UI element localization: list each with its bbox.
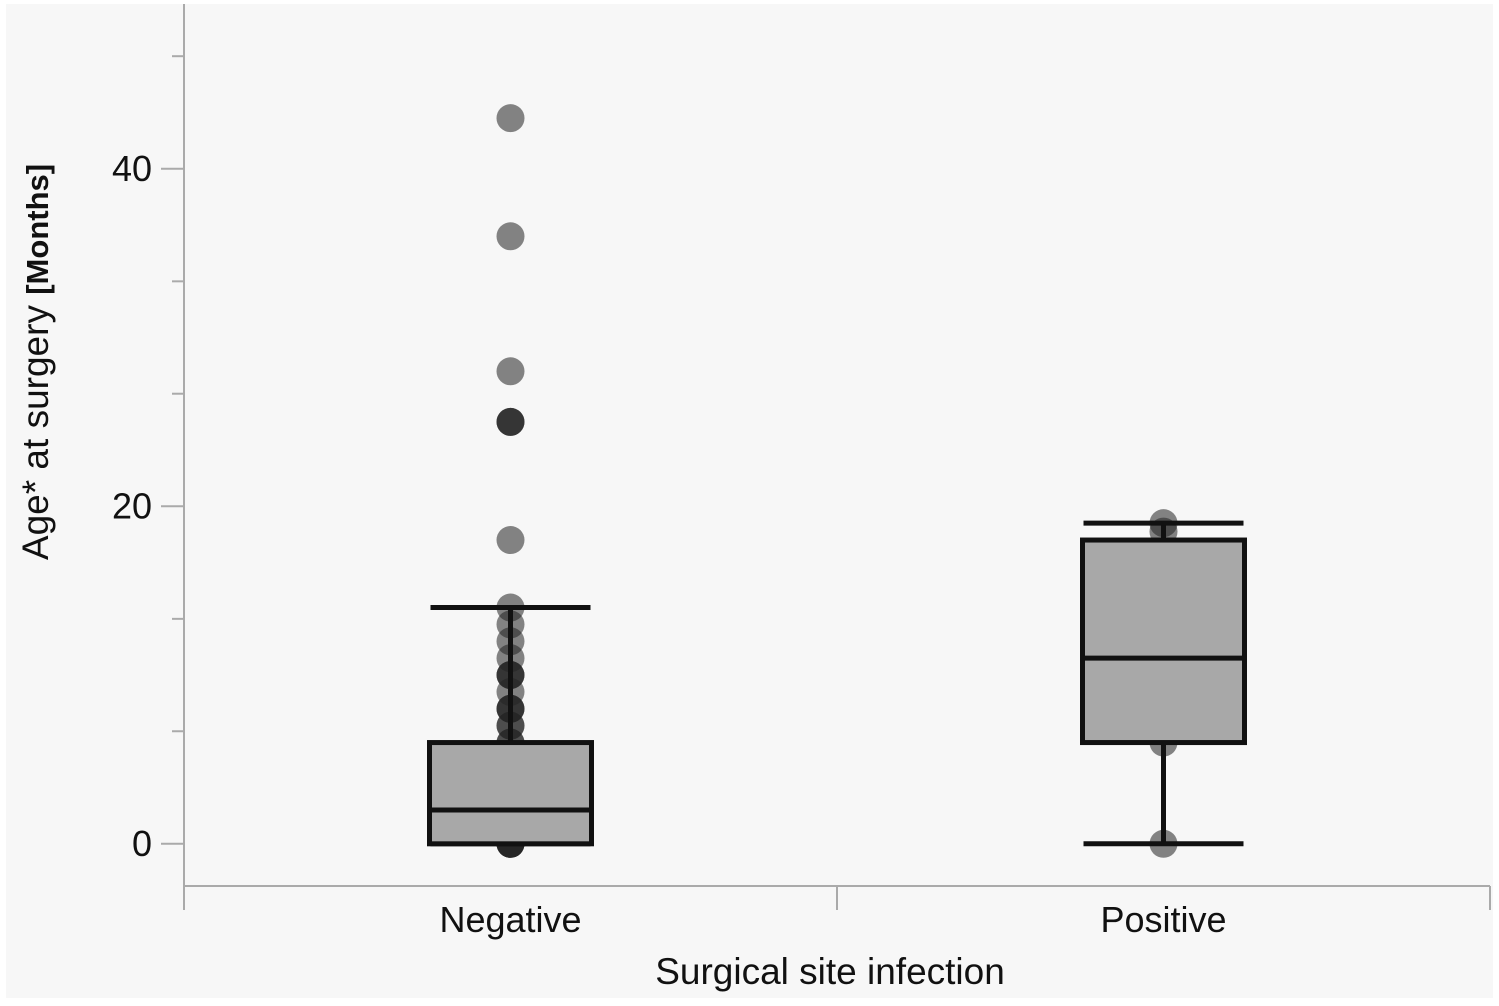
y-axis-title-text: Age* at surgery <box>15 305 56 561</box>
box-group-positive <box>1080 509 1247 858</box>
y-axis-title: Age* at surgery [Months] <box>15 164 56 560</box>
y-tick-label: 40 <box>112 148 152 189</box>
plot-area <box>427 104 1247 858</box>
y-axis-title-unit: [Months] <box>20 164 55 295</box>
iqr-box <box>1080 537 1247 746</box>
x-tick-label: Negative <box>439 899 581 940</box>
x-axis-ticks: Negative Positive <box>183 886 1491 940</box>
data-point <box>496 222 525 251</box>
x-axis-title: Surgical site infection <box>655 951 1005 992</box>
data-point <box>496 104 525 133</box>
box-group-negative <box>427 104 594 858</box>
y-axis-ticks: 0 20 40 <box>112 55 184 864</box>
plot-background <box>6 4 1493 998</box>
iqr-box <box>427 740 594 847</box>
data-point <box>496 357 525 386</box>
x-tick-label: Positive <box>1100 899 1226 940</box>
y-tick-label: 20 <box>112 485 152 526</box>
y-tick-label: 0 <box>132 823 152 864</box>
data-point <box>496 526 525 555</box>
data-point <box>496 407 525 436</box>
